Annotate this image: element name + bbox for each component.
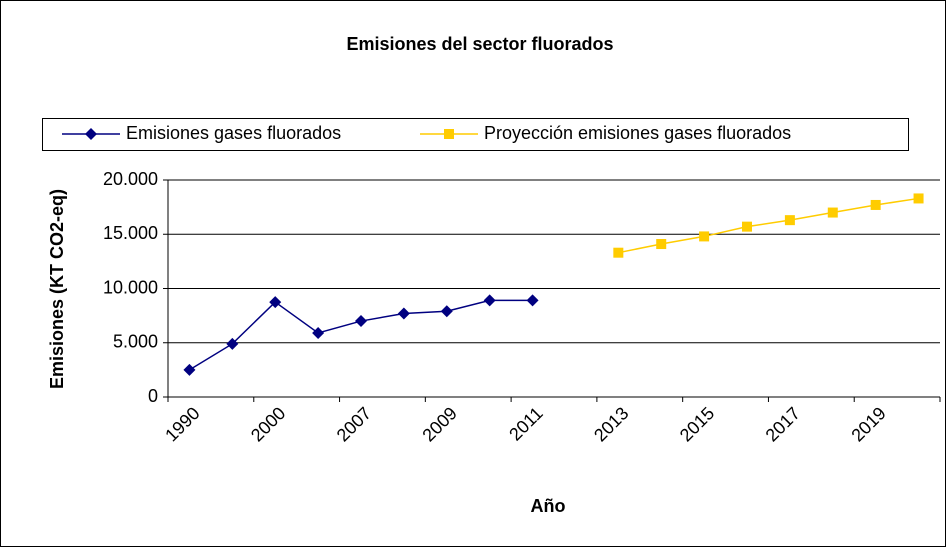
data-point [483,294,496,307]
data-point [397,307,410,320]
legend-label: Emisiones gases fluorados [126,123,341,143]
data-point [656,239,667,250]
data-point [440,305,453,318]
data-point [742,221,752,232]
data-point [827,207,838,218]
y-tick-label: 20.000 [103,169,158,189]
chart-title: Emisiones del sector fluorados [346,34,613,54]
y-tick-label: 15.000 [103,223,158,243]
data-point [913,193,924,204]
data-point [784,215,795,226]
y-tick-label: 0 [148,386,158,406]
series-line [618,197,919,254]
data-point [269,296,282,309]
data-point [870,199,881,210]
data-point [312,326,325,339]
data-point [183,363,196,376]
x-axis-title: Año [531,496,566,516]
y-axis-title: Emisiones (KT CO2-eq) [47,189,67,389]
data-point [699,231,710,242]
legend-marker [444,129,454,139]
y-tick-label: 10.000 [103,277,158,297]
data-point [613,247,624,258]
legend-label: Proyección emisiones gases fluorados [484,123,791,143]
data-point [226,337,239,350]
data-point [355,315,367,328]
data-point [526,294,539,307]
y-tick-label: 5.000 [113,332,158,352]
legend-marker [85,128,97,140]
